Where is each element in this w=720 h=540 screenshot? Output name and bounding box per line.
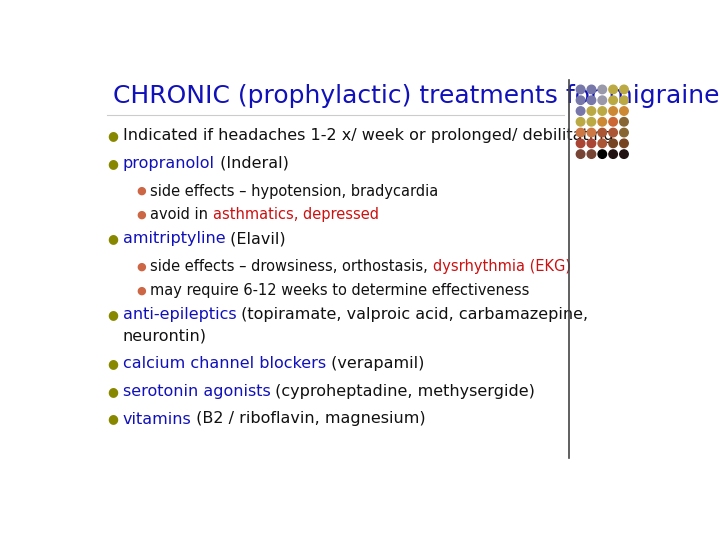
Circle shape: [576, 150, 585, 158]
Circle shape: [620, 150, 629, 158]
Text: (Inderal): (Inderal): [215, 156, 289, 171]
Text: ●: ●: [137, 286, 146, 295]
Circle shape: [620, 107, 629, 115]
Circle shape: [588, 85, 595, 93]
Circle shape: [598, 118, 606, 126]
Circle shape: [609, 96, 617, 104]
Text: ●: ●: [137, 186, 146, 196]
Text: side effects – hypotension, bradycardia: side effects – hypotension, bradycardia: [150, 184, 438, 199]
Text: (topiramate, valproic acid, carbamazepine,: (topiramate, valproic acid, carbamazepin…: [236, 307, 588, 322]
Circle shape: [588, 150, 595, 158]
Text: (verapamil): (verapamil): [325, 356, 424, 371]
Circle shape: [588, 96, 595, 104]
Circle shape: [609, 85, 617, 93]
Text: ●: ●: [107, 157, 118, 170]
Circle shape: [598, 107, 606, 115]
Text: ●: ●: [107, 308, 118, 321]
Text: Indicated if headaches 1-2 x/ week or prolonged/ debilitating: Indicated if headaches 1-2 x/ week or pr…: [122, 128, 613, 143]
Text: neurontin): neurontin): [122, 328, 207, 343]
Text: dysrhythmia (EKG): dysrhythmia (EKG): [433, 259, 571, 274]
Circle shape: [588, 139, 595, 147]
Circle shape: [588, 129, 595, 137]
Text: ●: ●: [107, 385, 118, 398]
Text: serotonin agonists: serotonin agonists: [122, 384, 270, 399]
Circle shape: [588, 118, 595, 126]
Circle shape: [588, 107, 595, 115]
Circle shape: [598, 139, 606, 147]
Text: vitamins: vitamins: [122, 411, 192, 427]
Text: calcium channel blockers: calcium channel blockers: [122, 356, 325, 371]
Circle shape: [598, 129, 606, 137]
Text: ●: ●: [107, 232, 118, 245]
Circle shape: [609, 139, 617, 147]
Circle shape: [576, 107, 585, 115]
Text: (B2 / riboflavin, magnesium): (B2 / riboflavin, magnesium): [192, 411, 426, 427]
Text: propranolol: propranolol: [122, 156, 215, 171]
Circle shape: [620, 118, 629, 126]
Text: may require 6-12 weeks to determine effectiveness: may require 6-12 weeks to determine effe…: [150, 283, 530, 298]
Text: asthmatics, depressed: asthmatics, depressed: [213, 207, 379, 222]
Text: ●: ●: [137, 210, 146, 220]
Text: (Elavil): (Elavil): [225, 231, 286, 246]
Circle shape: [576, 118, 585, 126]
Circle shape: [609, 118, 617, 126]
Text: (cyproheptadine, methysergide): (cyproheptadine, methysergide): [270, 384, 535, 399]
Circle shape: [576, 129, 585, 137]
Text: ●: ●: [107, 129, 118, 142]
Text: CHRONIC (prophylactic) treatments for migraines: CHRONIC (prophylactic) treatments for mi…: [113, 84, 720, 107]
Circle shape: [620, 139, 629, 147]
Circle shape: [609, 150, 617, 158]
Circle shape: [598, 96, 606, 104]
Circle shape: [598, 150, 606, 158]
Text: anti-epileptics: anti-epileptics: [122, 307, 236, 322]
Circle shape: [620, 96, 629, 104]
Circle shape: [576, 139, 585, 147]
Circle shape: [620, 85, 629, 93]
Circle shape: [576, 96, 585, 104]
Circle shape: [609, 129, 617, 137]
Text: ●: ●: [107, 413, 118, 426]
Circle shape: [620, 129, 629, 137]
Text: avoid in: avoid in: [150, 207, 213, 222]
Circle shape: [598, 85, 606, 93]
Text: ●: ●: [137, 261, 146, 272]
Text: amitriptyline: amitriptyline: [122, 231, 225, 246]
Circle shape: [576, 85, 585, 93]
Text: ●: ●: [107, 357, 118, 370]
Text: side effects – drowsiness, orthostasis,: side effects – drowsiness, orthostasis,: [150, 259, 433, 274]
Circle shape: [609, 107, 617, 115]
